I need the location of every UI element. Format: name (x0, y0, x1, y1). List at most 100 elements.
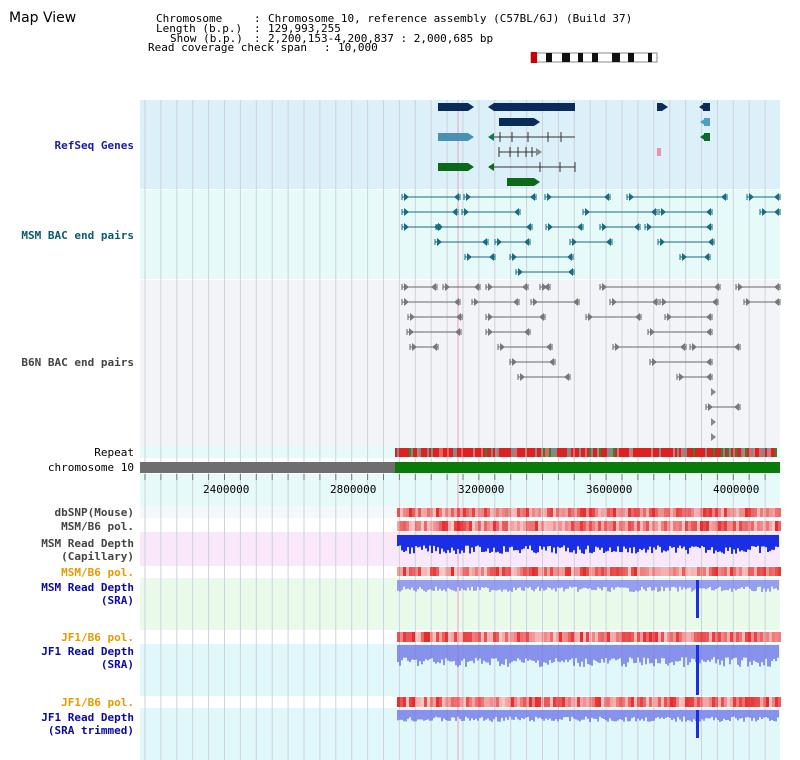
msm-b6-pol2-label[interactable]: MSM/B6 pol. (61, 566, 134, 579)
depth-bar (499, 710, 501, 722)
depth-bar (747, 645, 749, 667)
depth-bar (411, 645, 413, 660)
pol-strip (643, 632, 646, 642)
pol-strip (484, 508, 487, 517)
repeat-mark (731, 448, 733, 457)
depth-bar (595, 645, 597, 661)
repeat-mark (415, 448, 417, 457)
pol-strip (424, 567, 427, 576)
depth-bar (621, 535, 623, 553)
depth-bar (613, 645, 615, 659)
pol-strip (757, 567, 760, 576)
msm-bac-label[interactable]: MSM BAC end pairs (21, 229, 134, 242)
depth-bar (717, 535, 719, 553)
depth-bar (661, 645, 663, 659)
depth-bar (619, 710, 621, 720)
pol-strip (517, 521, 520, 531)
depth-bar (611, 535, 613, 553)
depth-bar (487, 710, 489, 719)
pol-strip (691, 508, 694, 517)
pol-strip (739, 632, 742, 642)
msm-cap-label-1[interactable]: MSM Read Depth (41, 537, 134, 550)
depth-bar (621, 645, 623, 667)
depth-bar (433, 710, 435, 719)
dbsnp-label[interactable]: dbSNP(Mouse) (54, 506, 134, 519)
pol-strip (766, 632, 769, 642)
depth-bar (651, 645, 653, 664)
gene-feature (704, 133, 710, 141)
depth-bar (609, 645, 611, 661)
pol-strip (730, 697, 733, 707)
repeat-mark (409, 448, 411, 457)
repeat-mark (433, 448, 435, 457)
depth-bar (577, 535, 579, 547)
pol-strip (475, 521, 478, 531)
depth-bar (503, 535, 505, 547)
pol-strip (421, 632, 424, 642)
pol-strip (523, 521, 526, 531)
depth-bar (713, 645, 715, 658)
repeat-mark (671, 448, 673, 457)
depth-bar (723, 580, 725, 591)
depth-bar (413, 645, 415, 660)
pol-strip (613, 697, 616, 707)
jf1-b6-pol2-label[interactable]: JF1/B6 pol. (61, 696, 134, 709)
pol-strip (430, 521, 433, 531)
pol-strip (406, 632, 409, 642)
repeat-mark (637, 448, 639, 457)
pol-strip (421, 521, 424, 531)
depth-bar (761, 580, 763, 592)
depth-bar (405, 710, 407, 722)
chromosome-track-label: chromosome 10 (47, 461, 134, 474)
repeat-mark (697, 448, 699, 457)
b6n-bac-label[interactable]: B6N BAC end pairs (21, 356, 134, 369)
pol-strip (457, 521, 460, 531)
pol-strip (613, 632, 616, 642)
bac-end-arrow (482, 238, 487, 246)
depth-bar (715, 710, 717, 718)
depth-bar (439, 580, 441, 589)
depth-bar (691, 580, 693, 592)
pol-strip (742, 697, 745, 707)
jf1-sra-label-1[interactable]: JF1 Read Depth (41, 645, 134, 658)
msm-sra-label-1[interactable]: MSM Read Depth (41, 581, 134, 594)
depth-bar (595, 580, 597, 591)
depth-bar (493, 580, 495, 590)
repeat-mark (397, 448, 399, 457)
depth-bar (687, 645, 689, 666)
pol-strip (514, 632, 517, 642)
depth-bar (735, 535, 737, 554)
pol-strip (409, 508, 412, 517)
pol-strip (463, 632, 466, 642)
depth-bar (431, 580, 433, 591)
pol-strip (502, 632, 505, 642)
depth-bar (423, 710, 425, 721)
depth-bar (633, 535, 635, 548)
depth-bar (545, 710, 547, 719)
depth-bar (615, 580, 617, 588)
pol-strip (412, 508, 415, 517)
depth-bar (611, 710, 613, 721)
refseq-label[interactable]: RefSeq Genes (54, 139, 134, 152)
jf1-trim-label-1[interactable]: JF1 Read Depth (41, 711, 134, 724)
depth-bar (753, 580, 755, 592)
depth-bar (635, 645, 637, 663)
depth-bar (703, 535, 705, 548)
pol-strip (526, 697, 529, 707)
depth-bar (593, 710, 595, 719)
repeat-mark (757, 448, 759, 457)
depth-bar (605, 580, 607, 587)
jf1-b6-pol-label[interactable]: JF1/B6 pol. (61, 631, 134, 644)
depth-bar (691, 645, 693, 659)
repeat-mark (709, 448, 711, 457)
depth-bar (681, 580, 683, 590)
repeat-mark (455, 448, 457, 457)
pol-strip (577, 521, 580, 531)
pol-strip (478, 632, 481, 642)
msm-b6-pol-label[interactable]: MSM/B6 pol. (61, 520, 134, 533)
pol-strip (607, 567, 610, 576)
pol-strip (742, 521, 745, 531)
depth-bar (499, 645, 501, 667)
depth-bar (639, 645, 641, 663)
pol-strip (724, 632, 727, 642)
